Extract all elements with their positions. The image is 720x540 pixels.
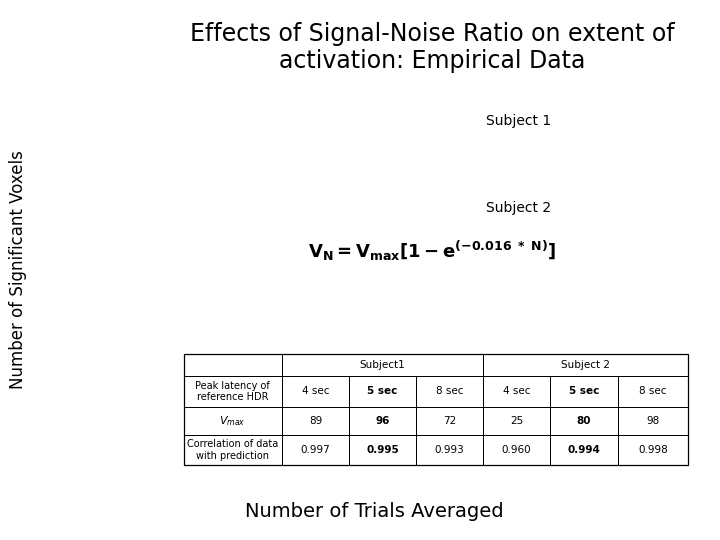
Bar bbox=[618, 435, 688, 465]
Bar bbox=[550, 407, 618, 435]
Text: 25: 25 bbox=[510, 416, 523, 426]
Bar bbox=[282, 354, 483, 376]
Bar bbox=[618, 376, 688, 407]
Text: Effects of Signal-Noise Ratio on extent of
activation: Empirical Data: Effects of Signal-Noise Ratio on extent … bbox=[189, 22, 675, 73]
Text: $\mathbf{V_N = V_{max}[1 - e^{(-0.016\ *\ N)}]}$: $\mathbf{V_N = V_{max}[1 - e^{(-0.016\ *… bbox=[308, 239, 556, 263]
Bar bbox=[618, 407, 688, 435]
Text: Number of Trials Averaged: Number of Trials Averaged bbox=[245, 502, 504, 521]
Text: 4 sec: 4 sec bbox=[302, 387, 329, 396]
Bar bbox=[282, 407, 349, 435]
Text: 96: 96 bbox=[375, 416, 390, 426]
Bar bbox=[184, 354, 688, 465]
Bar bbox=[550, 376, 618, 407]
Text: $V_{max}$: $V_{max}$ bbox=[220, 414, 246, 428]
Text: 0.995: 0.995 bbox=[366, 445, 399, 455]
Bar bbox=[483, 376, 550, 407]
Text: 89: 89 bbox=[309, 416, 322, 426]
Text: 5 sec: 5 sec bbox=[367, 387, 397, 396]
Bar bbox=[184, 354, 282, 376]
Text: Correlation of data
with prediction: Correlation of data with prediction bbox=[187, 440, 279, 461]
Text: 0.994: 0.994 bbox=[567, 445, 600, 455]
Text: Peak latency of
reference HDR: Peak latency of reference HDR bbox=[195, 381, 270, 402]
Text: 0.998: 0.998 bbox=[638, 445, 667, 455]
Bar bbox=[416, 376, 483, 407]
Text: Subject 2: Subject 2 bbox=[486, 201, 551, 215]
Bar bbox=[483, 435, 550, 465]
Text: Subject1: Subject1 bbox=[359, 360, 405, 370]
Text: 72: 72 bbox=[443, 416, 456, 426]
Text: 8 sec: 8 sec bbox=[639, 387, 667, 396]
Text: Subject 2: Subject 2 bbox=[561, 360, 610, 370]
Text: 0.997: 0.997 bbox=[300, 445, 330, 455]
Text: 8 sec: 8 sec bbox=[436, 387, 463, 396]
Text: 5 sec: 5 sec bbox=[569, 387, 599, 396]
Bar bbox=[184, 376, 282, 407]
Text: Subject 1: Subject 1 bbox=[486, 114, 551, 129]
Bar bbox=[184, 407, 282, 435]
Text: Number of Significant Voxels: Number of Significant Voxels bbox=[9, 151, 27, 389]
Bar bbox=[349, 435, 416, 465]
Bar bbox=[416, 435, 483, 465]
Text: 4 sec: 4 sec bbox=[503, 387, 530, 396]
Bar bbox=[550, 435, 618, 465]
Bar bbox=[184, 435, 282, 465]
Bar bbox=[349, 376, 416, 407]
Bar bbox=[483, 407, 550, 435]
Text: 0.960: 0.960 bbox=[502, 445, 531, 455]
Bar bbox=[483, 354, 688, 376]
Bar bbox=[416, 407, 483, 435]
Bar bbox=[282, 435, 349, 465]
Bar bbox=[349, 407, 416, 435]
Text: 98: 98 bbox=[646, 416, 660, 426]
Bar bbox=[282, 376, 349, 407]
Text: 0.993: 0.993 bbox=[435, 445, 464, 455]
Text: 80: 80 bbox=[577, 416, 591, 426]
